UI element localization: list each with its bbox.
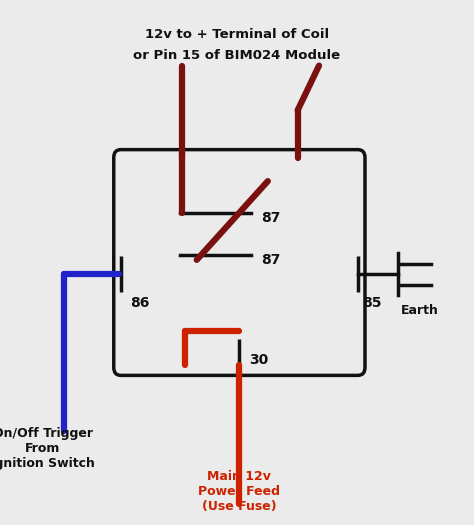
- Text: Main 12v
Power Feed
(Use Fuse): Main 12v Power Feed (Use Fuse): [199, 470, 280, 513]
- Text: 85: 85: [363, 296, 382, 310]
- Text: or Pin 15 of BIM024 Module: or Pin 15 of BIM024 Module: [134, 49, 340, 61]
- Text: 12v to + Terminal of Coil: 12v to + Terminal of Coil: [145, 28, 329, 40]
- Text: On/Off Trigger
From
Ignition Switch: On/Off Trigger From Ignition Switch: [0, 427, 95, 470]
- Text: 87: 87: [261, 211, 280, 225]
- FancyBboxPatch shape: [114, 150, 365, 375]
- Text: 87: 87: [261, 253, 280, 267]
- Text: 86: 86: [130, 296, 150, 310]
- Text: 30: 30: [249, 353, 268, 366]
- Text: Earth: Earth: [401, 304, 438, 317]
